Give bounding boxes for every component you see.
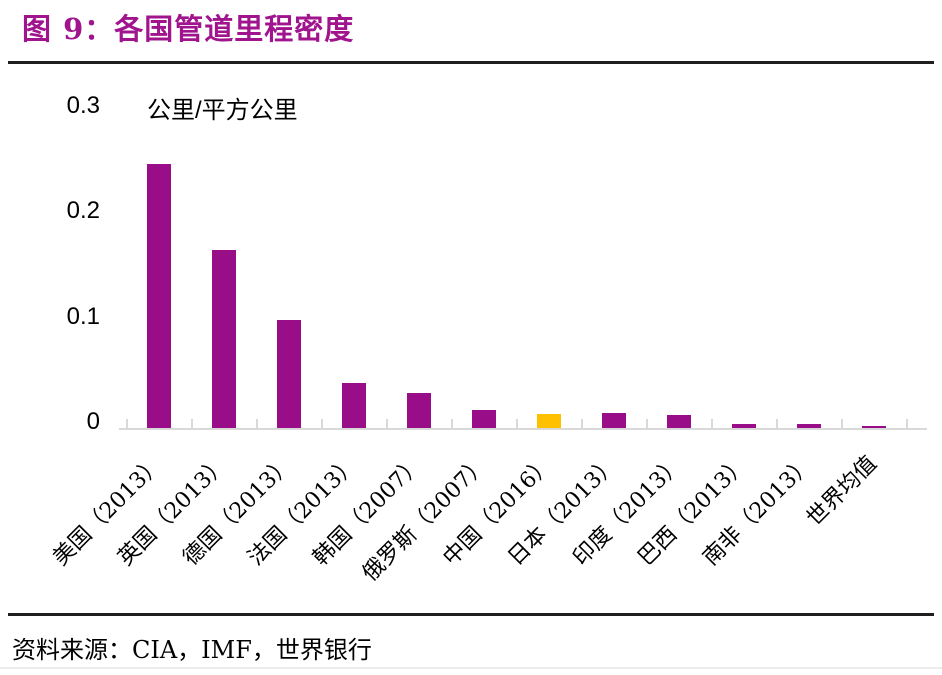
y-tick-label: 0	[86, 408, 100, 435]
bar	[731, 424, 756, 428]
x-axis-tick	[906, 419, 908, 428]
source-divider	[8, 613, 934, 616]
x-axis-tick	[191, 419, 193, 428]
x-axis-tick	[646, 419, 648, 428]
figure-title: 图 9：各国管道里程密度	[22, 12, 355, 46]
bar	[146, 164, 171, 428]
x-category-label: 美国（2013）	[47, 451, 168, 571]
y-axis-unit-label: 公里/平方公里	[147, 97, 298, 124]
x-axis-tick	[321, 419, 323, 428]
x-axis-tick	[386, 419, 388, 428]
y-tick-label: 0.2	[66, 197, 100, 224]
bottom-border	[0, 667, 942, 669]
x-axis-tick	[841, 419, 843, 428]
bar	[471, 410, 496, 428]
source-note: 资料来源：CIA，IMF，世界银行	[12, 636, 372, 664]
y-tick-label: 0.3	[66, 91, 100, 119]
title-divider	[8, 61, 934, 64]
y-tick-label: 0.1	[66, 302, 100, 330]
bar	[536, 414, 561, 428]
x-axis-line	[119, 428, 927, 430]
x-axis-tick	[776, 419, 778, 428]
x-axis-tick	[126, 419, 128, 428]
bar	[796, 424, 821, 428]
bar	[601, 413, 626, 428]
x-axis-tick	[711, 419, 713, 428]
bar	[341, 383, 366, 428]
x-axis-tick	[581, 419, 583, 428]
x-category-label: 世界均值	[802, 451, 883, 532]
bar	[211, 250, 236, 428]
bar	[276, 320, 301, 428]
x-axis-tick	[516, 419, 518, 428]
x-axis-tick	[256, 419, 258, 428]
x-axis-tick	[451, 419, 453, 428]
bar	[861, 426, 886, 428]
bar	[666, 415, 691, 428]
bar	[406, 393, 431, 428]
